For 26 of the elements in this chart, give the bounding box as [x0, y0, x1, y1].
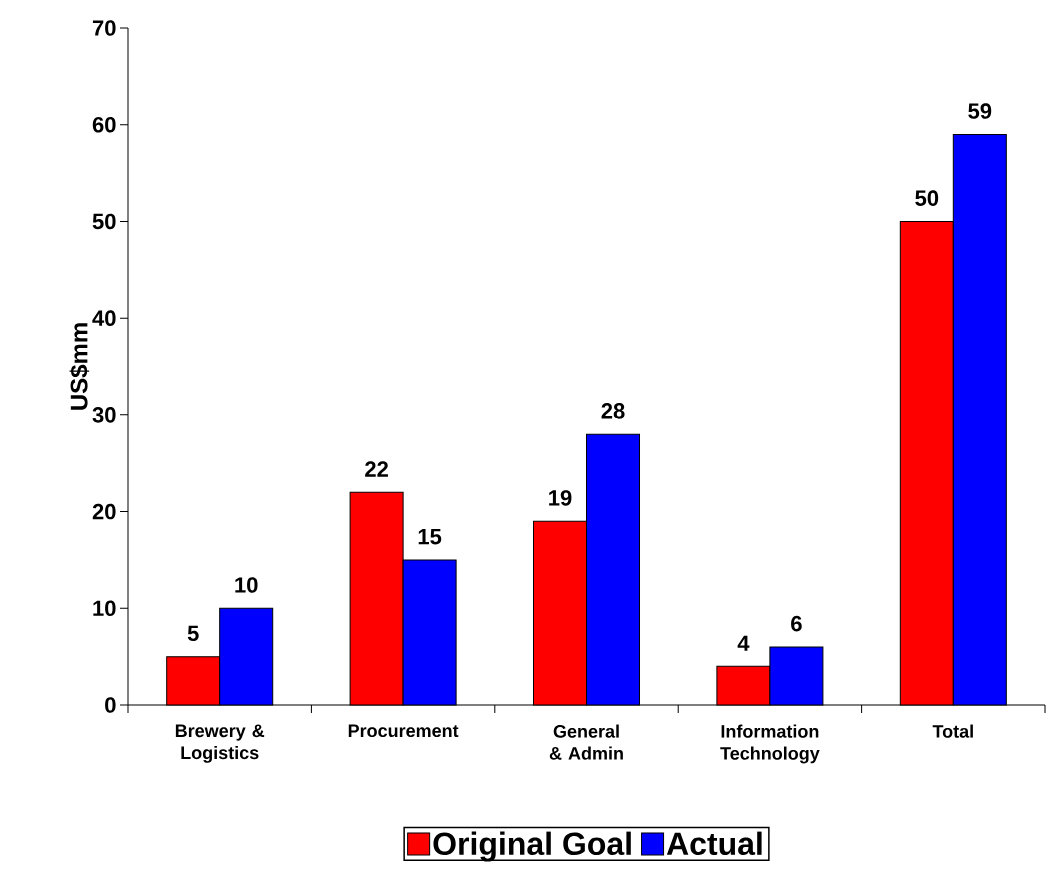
- y-axis-title: US$mm: [69, 323, 90, 410]
- data-label: 28: [601, 403, 625, 419]
- x-tick-label: General & Admin: [549, 724, 623, 760]
- legend-label: Actual: [666, 831, 762, 856]
- y-tick-label: 30: [92, 407, 116, 423]
- y-tick-label: 40: [92, 310, 116, 326]
- legend-label: Original Goal: [433, 831, 631, 862]
- y-tick-label: 50: [92, 213, 116, 230]
- data-label: 22: [365, 461, 388, 477]
- x-tick-label: Information Technology: [720, 724, 820, 764]
- x-tick-label: Brewery & Logistics: [175, 724, 265, 763]
- data-label: 5: [187, 625, 199, 642]
- x-tick-label: Total: [932, 724, 973, 738]
- y-tick-label: 20: [92, 503, 116, 520]
- data-label: 6: [791, 615, 802, 632]
- data-label: 19: [549, 490, 572, 506]
- data-label: 59: [968, 103, 992, 119]
- data-label: 4: [737, 635, 750, 651]
- data-label: 50: [915, 190, 939, 206]
- y-tick-label: 70: [92, 20, 116, 36]
- x-tick-label: Procurement: [348, 724, 459, 738]
- data-label: 15: [418, 529, 442, 545]
- y-tick-label: 10: [93, 600, 116, 617]
- y-tick-label: 60: [92, 116, 116, 133]
- data-label: 10: [235, 577, 258, 593]
- y-tick-label: 0: [105, 697, 116, 713]
